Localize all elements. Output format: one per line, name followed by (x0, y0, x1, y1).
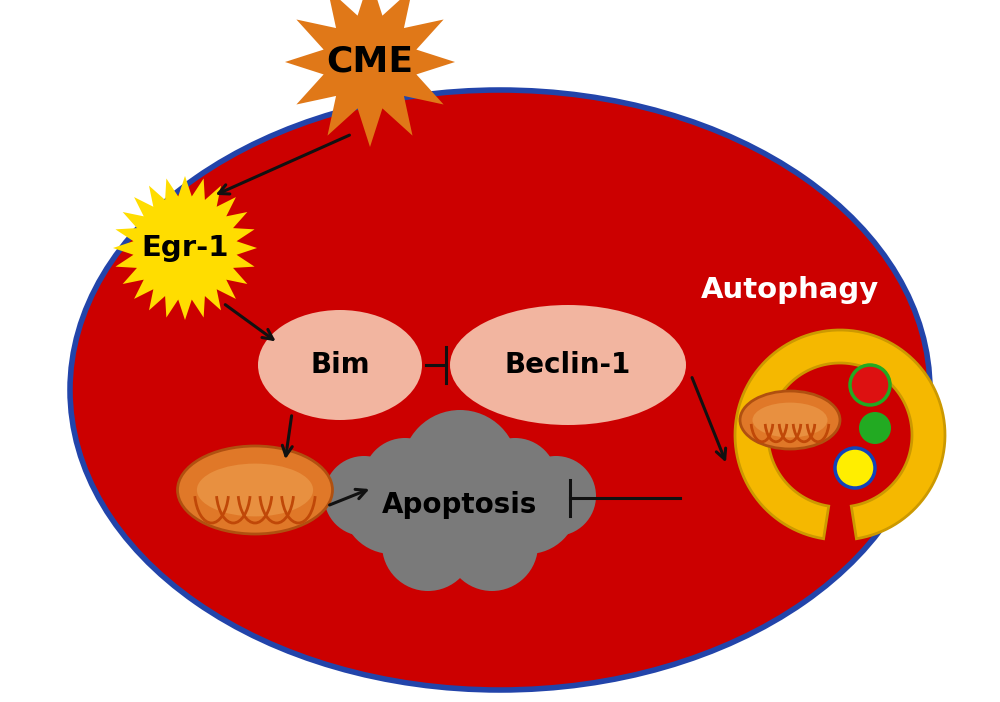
Circle shape (342, 454, 442, 554)
Circle shape (859, 412, 891, 444)
Circle shape (478, 454, 578, 554)
Circle shape (324, 456, 404, 536)
Text: Egr-1: Egr-1 (141, 234, 229, 262)
Ellipse shape (197, 463, 313, 517)
Text: CME: CME (326, 45, 414, 79)
Ellipse shape (753, 403, 828, 437)
Circle shape (473, 438, 557, 522)
Circle shape (850, 365, 890, 405)
Polygon shape (285, 0, 455, 147)
Ellipse shape (258, 310, 422, 420)
Ellipse shape (740, 391, 840, 449)
Ellipse shape (450, 305, 686, 425)
Circle shape (402, 410, 518, 526)
Ellipse shape (178, 446, 332, 534)
Text: Beclin-1: Beclin-1 (505, 351, 631, 379)
Ellipse shape (70, 90, 930, 690)
Circle shape (398, 446, 522, 570)
Circle shape (516, 456, 596, 536)
Circle shape (446, 499, 538, 591)
Circle shape (835, 448, 875, 488)
Text: Autophagy: Autophagy (701, 276, 879, 304)
Text: Apoptosis: Apoptosis (382, 491, 538, 519)
Circle shape (382, 499, 474, 591)
Polygon shape (735, 330, 945, 538)
Circle shape (363, 438, 447, 522)
Text: Bim: Bim (310, 351, 370, 379)
Polygon shape (113, 176, 257, 320)
